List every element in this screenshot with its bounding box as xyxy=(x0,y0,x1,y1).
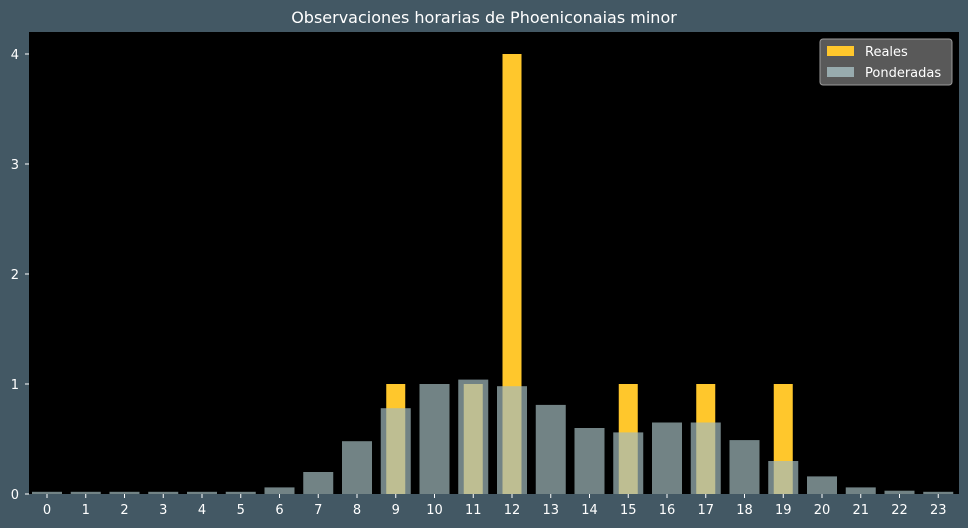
bar-ponderadas-13 xyxy=(535,404,566,494)
plot-area xyxy=(29,32,959,494)
bar-ponderadas-5 xyxy=(225,491,256,494)
bar-ponderadas-11 xyxy=(458,379,489,494)
bar-ponderadas-22 xyxy=(884,490,915,494)
legend-label-reales: Reales xyxy=(865,45,908,60)
x-tick-label-17: 17 xyxy=(697,503,714,518)
x-tick-label-10: 10 xyxy=(426,503,443,518)
bar-ponderadas-18 xyxy=(729,440,760,494)
bar-ponderadas-23 xyxy=(923,491,954,494)
bar-ponderadas-2 xyxy=(109,491,140,494)
bar-ponderadas-1 xyxy=(70,491,101,494)
x-tick-label-3: 3 xyxy=(159,503,167,518)
bar-ponderadas-20 xyxy=(807,476,837,494)
y-tick-label-3: 3 xyxy=(11,158,19,173)
bar-ponderadas-6 xyxy=(264,487,295,494)
x-tick-label-7: 7 xyxy=(314,503,322,518)
x-tick-label-1: 1 xyxy=(82,503,90,518)
x-tick-label-13: 13 xyxy=(542,503,559,518)
x-tick-label-4: 4 xyxy=(198,503,206,518)
x-tick-label-8: 8 xyxy=(353,503,361,518)
x-tick-label-18: 18 xyxy=(736,503,753,518)
x-tick-label-2: 2 xyxy=(120,503,128,518)
x-tick-label-16: 16 xyxy=(659,503,676,518)
bar-ponderadas-0 xyxy=(32,491,62,494)
bar-ponderadas-4 xyxy=(187,491,217,494)
legend-label-ponderadas: Ponderadas xyxy=(865,66,941,81)
y-tick-label-4: 4 xyxy=(11,48,19,63)
x-tick-label-21: 21 xyxy=(852,503,869,518)
x-tick-label-11: 11 xyxy=(465,503,482,518)
x-tick-label-12: 12 xyxy=(504,503,521,518)
bar-ponderadas-21 xyxy=(845,487,876,494)
y-tick-label-1: 1 xyxy=(11,378,19,393)
bar-ponderadas-12 xyxy=(497,386,527,494)
bar-ponderadas-14 xyxy=(574,428,605,494)
x-tick-label-22: 22 xyxy=(891,503,908,518)
x-tick-label-0: 0 xyxy=(43,503,51,518)
x-tick-label-6: 6 xyxy=(275,503,283,518)
x-tick-label-14: 14 xyxy=(581,503,598,518)
x-tick-label-19: 19 xyxy=(775,503,792,518)
x-tick-label-20: 20 xyxy=(814,503,831,518)
bar-ponderadas-10 xyxy=(419,384,450,494)
x-tick-label-23: 23 xyxy=(930,503,947,518)
bar-ponderadas-19 xyxy=(768,461,799,494)
bar-ponderadas-9 xyxy=(380,408,411,494)
legend-swatch-reales xyxy=(827,46,854,56)
bar-ponderadas-8 xyxy=(342,441,372,494)
bar-ponderadas-17 xyxy=(690,422,721,494)
y-tick-label-2: 2 xyxy=(11,268,19,283)
bar-ponderadas-7 xyxy=(303,472,334,494)
x-tick-label-5: 5 xyxy=(237,503,245,518)
legend-swatch-ponderadas xyxy=(827,67,854,77)
x-tick-label-9: 9 xyxy=(392,503,400,518)
bar-ponderadas-3 xyxy=(148,491,179,494)
bar-ponderadas-15 xyxy=(613,432,644,494)
bar-reales-12 xyxy=(502,54,522,494)
bar-ponderadas-16 xyxy=(652,422,682,494)
x-tick-label-15: 15 xyxy=(620,503,637,518)
y-tick-label-0: 0 xyxy=(11,488,19,503)
chart-title: Observaciones horarias de Phoeniconaias … xyxy=(291,8,677,27)
